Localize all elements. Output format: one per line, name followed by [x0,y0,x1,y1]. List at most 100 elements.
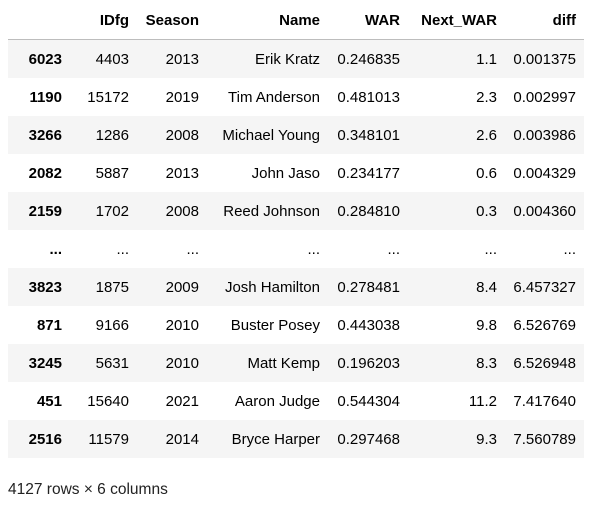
cell-diff: 0.004360 [513,202,576,220]
cell-name: Reed Johnson [223,202,320,220]
cell-idfg: 4403 [95,50,129,68]
cell-idfg: 15172 [87,88,129,106]
cell-season: 2010 [165,316,199,334]
cell-war: 0.348101 [337,126,400,144]
cell-name: Aaron Judge [234,392,320,410]
cell-idfg: ... [116,240,129,258]
cell-war: 0.443038 [337,316,400,334]
cell-season: 2009 [165,278,199,296]
cell-name: Buster Posey [230,316,320,334]
table-row: 451 15640 2021 Aaron Judge 0.544304 11.2… [8,382,584,420]
table-row: 871 9166 2010 Buster Posey 0.443038 9.8 … [8,306,584,344]
cell-next-war: 0.6 [476,164,497,182]
header-index [8,1,70,40]
header-season: Season [137,1,207,40]
cell-diff: 0.001375 [513,50,576,68]
dataframe-output: IDfg Season Name WAR Next_WAR diff 6023 … [8,1,584,458]
cell-next-war: 8.4 [476,278,497,296]
cell-next-war: 1.1 [476,50,497,68]
cell-idfg: 1875 [95,278,129,296]
table-row: 2082 5887 2013 John Jaso 0.234177 0.6 0.… [8,154,584,192]
cell-name: Tim Anderson [228,88,320,106]
header-diff: diff [505,1,584,40]
cell-name: Bryce Harper [231,430,320,448]
cell-next-war: 9.8 [476,316,497,334]
cell-diff: 6.457327 [513,278,576,296]
cell-idfg: 15640 [87,392,129,410]
cell-season: 2013 [165,164,199,182]
row-index: 451 [36,392,62,410]
cell-idfg: 5887 [95,164,129,182]
header-row: IDfg Season Name WAR Next_WAR diff [8,1,584,40]
table-row: 2516 11579 2014 Bryce Harper 0.297468 9.… [8,420,584,458]
cell-war: 0.481013 [337,88,400,106]
cell-war: 0.234177 [337,164,400,182]
cell-idfg: 11579 [88,430,129,448]
cell-name: Matt Kemp [247,354,320,372]
ellipsis-row: ... ... ... ... ... ... ... [8,230,584,268]
cell-war: 0.246835 [337,50,400,68]
row-index: 1190 [29,88,62,106]
cell-season: 2019 [165,88,199,106]
cell-name: Josh Hamilton [224,278,320,296]
cell-name: John Jaso [251,164,320,182]
cell-diff: 0.004329 [513,164,576,182]
table-header: IDfg Season Name WAR Next_WAR diff [8,1,584,40]
cell-diff: 7.417640 [513,392,576,410]
header-war: WAR [328,1,408,40]
cell-name: Michael Young [222,126,320,144]
cell-season: 2014 [165,430,199,448]
header-name: Name [207,1,328,40]
cell-war: ... [387,240,400,258]
table-row: 3245 5631 2010 Matt Kemp 0.196203 8.3 6.… [8,344,584,382]
cell-season: ... [186,240,199,258]
dataframe-shape-summary: 4127 rows × 6 columns [8,481,168,498]
cell-war: 0.297468 [337,430,400,448]
cell-next-war: 0.3 [476,202,497,220]
cell-idfg: 9166 [95,316,129,334]
row-index: 2159 [28,202,62,220]
cell-name: ... [307,240,320,258]
row-index: 6023 [28,50,62,68]
cell-war: 0.278481 [337,278,400,296]
row-index: 3266 [28,126,62,144]
cell-season: 2021 [165,392,199,410]
cell-diff: 6.526769 [513,316,576,334]
table-row: 3823 1875 2009 Josh Hamilton 0.278481 8.… [8,268,584,306]
header-next-war: Next_WAR [408,1,505,40]
cell-diff: ... [563,240,576,258]
table-row: 6023 4403 2013 Erik Kratz 0.246835 1.1 0… [8,39,584,78]
cell-next-war: 8.3 [476,354,497,372]
cell-war: 0.544304 [337,392,400,410]
header-idfg: IDfg [70,1,137,40]
table-row: 2159 1702 2008 Reed Johnson 0.284810 0.3… [8,192,584,230]
cell-season: 2010 [165,354,199,372]
row-index: 2082 [28,164,62,182]
cell-idfg: 1702 [95,202,129,220]
cell-diff: 6.526948 [513,354,576,372]
cell-diff: 7.560789 [513,430,576,448]
cell-war: 0.284810 [337,202,400,220]
cell-next-war: 9.3 [476,430,497,448]
cell-diff: 0.003986 [513,126,576,144]
row-index: ... [49,240,62,258]
cell-next-war: 2.6 [476,126,497,144]
cell-war: 0.196203 [337,354,400,372]
row-index: 871 [36,316,62,334]
table-row: 3266 1286 2008 Michael Young 0.348101 2.… [8,116,584,154]
cell-next-war: ... [484,240,497,258]
cell-season: 2008 [165,126,199,144]
cell-next-war: 2.3 [476,88,497,106]
cell-diff: 0.002997 [513,88,576,106]
cell-next-war: 11.2 [468,392,497,410]
table-row: 1190 15172 2019 Tim Anderson 0.481013 2.… [8,78,584,116]
row-index: 2516 [28,430,62,448]
cell-season: 2013 [165,50,199,68]
cell-season: 2008 [165,202,199,220]
table-body: 6023 4403 2013 Erik Kratz 0.246835 1.1 0… [8,39,584,458]
row-index: 3245 [28,354,62,372]
dataframe-table: IDfg Season Name WAR Next_WAR diff 6023 … [8,1,584,458]
cell-idfg: 1286 [95,126,129,144]
cell-name: Erik Kratz [254,50,320,68]
cell-idfg: 5631 [95,354,129,372]
